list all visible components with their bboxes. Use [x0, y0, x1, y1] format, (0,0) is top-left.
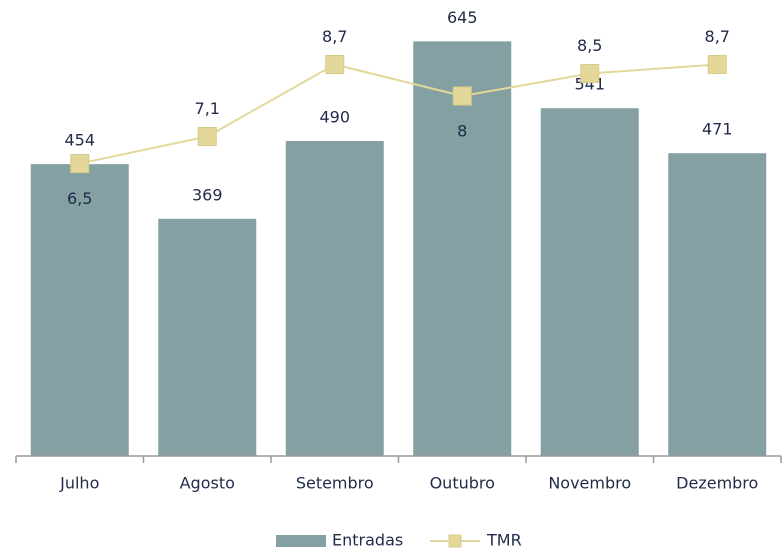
bar-value-label: 369 [192, 185, 223, 204]
line-marker [580, 64, 600, 83]
line-marker [70, 154, 90, 173]
bar [668, 153, 767, 456]
legend-swatch [276, 535, 326, 547]
line-marker [325, 55, 345, 74]
legend-label: Entradas [332, 531, 403, 550]
bar-value-label: 471 [702, 120, 733, 139]
line-value-label: 8,7 [705, 27, 730, 46]
line-marker [197, 127, 217, 146]
x-tick-label: Novembro [548, 474, 631, 493]
line-value-label: 6,5 [67, 189, 92, 208]
bar-value-label: 454 [64, 131, 95, 150]
legend-marker [448, 534, 462, 548]
x-tick-label: Dezembro [676, 474, 758, 493]
bar-value-label: 490 [319, 108, 350, 127]
bar [413, 41, 512, 456]
bar [285, 141, 384, 456]
x-tick-label: Julho [59, 474, 99, 493]
line [79, 63, 718, 165]
bar [158, 218, 257, 456]
line-value-label: 7,1 [195, 99, 220, 118]
bar [30, 164, 129, 456]
legend-label: TMR [486, 531, 522, 550]
line-value-label: 8 [457, 122, 467, 141]
x-tick-label: Outubro [430, 474, 495, 493]
line-value-label: 8,5 [577, 36, 602, 55]
bar-value-label: 645 [447, 8, 478, 27]
line-marker [707, 55, 727, 74]
x-tick-label: Agosto [180, 474, 235, 493]
line-marker [452, 86, 472, 106]
line-value-label: 8,7 [322, 27, 347, 46]
x-tick-label: Setembro [296, 474, 374, 493]
bar [540, 108, 639, 456]
